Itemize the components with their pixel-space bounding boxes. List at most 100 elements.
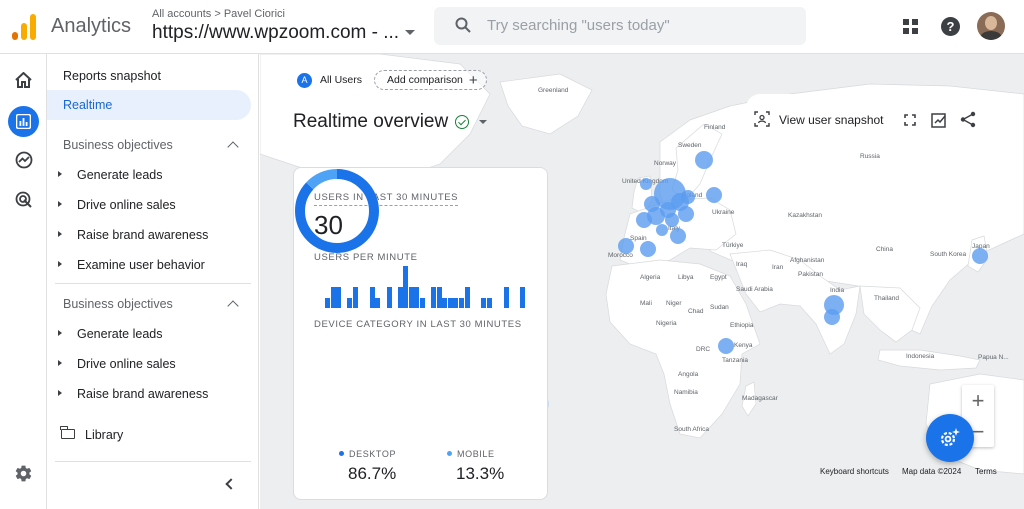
search-icon[interactable] xyxy=(455,17,471,33)
insights-icon[interactable] xyxy=(931,112,947,128)
avatar[interactable] xyxy=(977,12,1005,40)
expand-arrow-icon[interactable] xyxy=(58,330,62,336)
map-label: Madagascar xyxy=(742,395,778,402)
nav-divider xyxy=(55,283,251,284)
realtime-card: USERS IN LAST 30 MINUTES 30 USERS PER MI… xyxy=(293,167,548,500)
chevron-up-icon[interactable] xyxy=(227,300,239,312)
legend-mobile-dot xyxy=(447,451,452,457)
apps-grid-icon[interactable] xyxy=(903,19,918,34)
all-users-chip[interactable]: A All Users xyxy=(294,70,373,90)
folder-icon[interactable] xyxy=(60,426,75,439)
expand-arrow-icon[interactable] xyxy=(58,231,62,237)
analytics-logo-icon[interactable] xyxy=(12,14,36,40)
users-per-minute-bar[interactable] xyxy=(347,297,353,308)
nav-section-business-objectives[interactable]: Business objectives xyxy=(63,138,173,152)
map-label: Namibia xyxy=(674,389,698,396)
expand-arrow-icon[interactable] xyxy=(58,171,62,177)
search-bar[interactable] xyxy=(434,7,806,45)
left-rail xyxy=(0,54,47,509)
map-label: United Kingdom xyxy=(622,178,669,185)
advertising-icon[interactable] xyxy=(15,191,33,209)
map-label: Angola xyxy=(678,371,699,378)
users-per-minute-bar[interactable] xyxy=(442,297,448,308)
nav-realtime-label: Realtime xyxy=(63,98,113,112)
users-per-minute-bar[interactable] xyxy=(420,297,425,308)
map-label: Iran xyxy=(772,264,784,271)
users-per-minute-bar[interactable] xyxy=(330,287,336,308)
legend-desktop: DESKTOP xyxy=(339,449,396,459)
users-per-minute-bar[interactable] xyxy=(520,287,526,308)
donut-slice-mobile[interactable] xyxy=(295,169,379,253)
users-per-minute-bar[interactable] xyxy=(436,287,442,308)
users-per-minute-bar[interactable] xyxy=(459,297,465,308)
map-label: Mali xyxy=(640,300,652,307)
collapse-nav-icon[interactable] xyxy=(225,478,237,490)
users-last-30-value: 30 xyxy=(314,210,343,240)
nav-section-business-objectives-2[interactable]: Business objectives xyxy=(63,297,173,311)
users-per-minute-bar[interactable] xyxy=(431,287,437,308)
users-per-minute-bar[interactable] xyxy=(408,287,414,308)
expand-arrow-icon[interactable] xyxy=(58,390,62,396)
users-per-minute-bar[interactable] xyxy=(369,287,375,308)
nav-generate-leads-2[interactable]: Generate leads xyxy=(77,327,163,341)
view-user-snapshot-button[interactable]: View user snapshot xyxy=(779,113,884,127)
expand-arrow-icon[interactable] xyxy=(58,360,62,366)
reports-icon[interactable] xyxy=(8,106,39,137)
map-label: Sudan xyxy=(710,304,729,311)
users-last-30-heading[interactable]: USERS IN LAST 30 MINUTES xyxy=(314,192,459,206)
users-per-minute-bar[interactable] xyxy=(447,297,453,308)
nav-drive-online-sales[interactable]: Drive online sales xyxy=(77,198,176,212)
home-icon[interactable] xyxy=(15,72,32,88)
zoom-out-button[interactable]: − xyxy=(971,419,985,444)
nav-realtime[interactable]: Realtime xyxy=(47,90,251,120)
users-per-minute-bar[interactable] xyxy=(503,287,509,308)
map-label: Türkiye xyxy=(722,242,744,249)
world-map xyxy=(260,54,1024,485)
nav-examine-user-behavior[interactable]: Examine user behavior xyxy=(77,258,205,272)
plus-icon: + xyxy=(468,71,478,89)
users-per-minute-bar[interactable] xyxy=(403,266,409,308)
share-icon[interactable] xyxy=(960,111,976,128)
keyboard-shortcuts-link[interactable]: Keyboard shortcuts xyxy=(820,467,889,476)
zoom-in-button[interactable]: + xyxy=(971,388,985,413)
user-snapshot-icon[interactable] xyxy=(754,111,770,127)
chevron-up-icon[interactable] xyxy=(227,141,239,153)
nav-library[interactable]: Library xyxy=(85,428,124,442)
nav-drive-online-sales-2[interactable]: Drive online sales xyxy=(77,357,176,371)
legend-mobile-label: MOBILE xyxy=(457,449,495,459)
insights-fab-button[interactable] xyxy=(926,414,974,462)
title-dropdown-icon[interactable] xyxy=(479,120,487,124)
users-per-minute-bar[interactable] xyxy=(375,297,381,308)
users-per-minute-heading: USERS PER MINUTE xyxy=(314,252,418,263)
users-per-minute-bar[interactable] xyxy=(353,287,359,308)
account-breadcrumb[interactable]: All accounts > Pavel Ciorici xyxy=(152,8,285,20)
nav-raise-brand-awareness-2[interactable]: Raise brand awareness xyxy=(77,387,209,401)
account-dropdown-icon[interactable] xyxy=(405,30,415,35)
add-comparison-button[interactable]: Add comparison + xyxy=(374,70,487,90)
verified-check-icon[interactable] xyxy=(455,115,469,129)
account-selector[interactable]: https://www.wpzoom.com - ... xyxy=(152,22,400,43)
expand-arrow-icon[interactable] xyxy=(58,261,62,267)
legend-mobile: MOBILE xyxy=(447,449,495,459)
nav-reports-snapshot[interactable]: Reports snapshot xyxy=(63,69,161,83)
help-icon[interactable]: ? xyxy=(941,17,960,36)
map-label: Iraq xyxy=(736,261,748,268)
users-per-minute-bar[interactable] xyxy=(453,297,459,308)
users-per-minute-bar[interactable] xyxy=(414,287,420,308)
explore-icon[interactable] xyxy=(15,151,33,169)
fullscreen-icon[interactable] xyxy=(904,114,916,126)
users-per-minute-bar[interactable] xyxy=(464,287,470,308)
search-input[interactable]: Try searching "users today" xyxy=(487,17,670,34)
realtime-map[interactable]: Greenland Finland Sweden Norway United K… xyxy=(260,54,1024,509)
terms-link[interactable]: Terms xyxy=(975,467,997,476)
nav-raise-brand-awareness[interactable]: Raise brand awareness xyxy=(77,228,209,242)
users-per-minute-bar[interactable] xyxy=(397,287,403,308)
nav-generate-leads[interactable]: Generate leads xyxy=(77,168,163,182)
users-per-minute-bar[interactable] xyxy=(486,297,492,308)
users-per-minute-bar[interactable] xyxy=(386,287,392,308)
users-per-minute-bar[interactable] xyxy=(481,297,487,308)
users-per-minute-bar[interactable] xyxy=(336,287,342,308)
settings-icon[interactable] xyxy=(14,464,33,483)
expand-arrow-icon[interactable] xyxy=(58,201,62,207)
users-per-minute-bar[interactable] xyxy=(325,297,331,308)
